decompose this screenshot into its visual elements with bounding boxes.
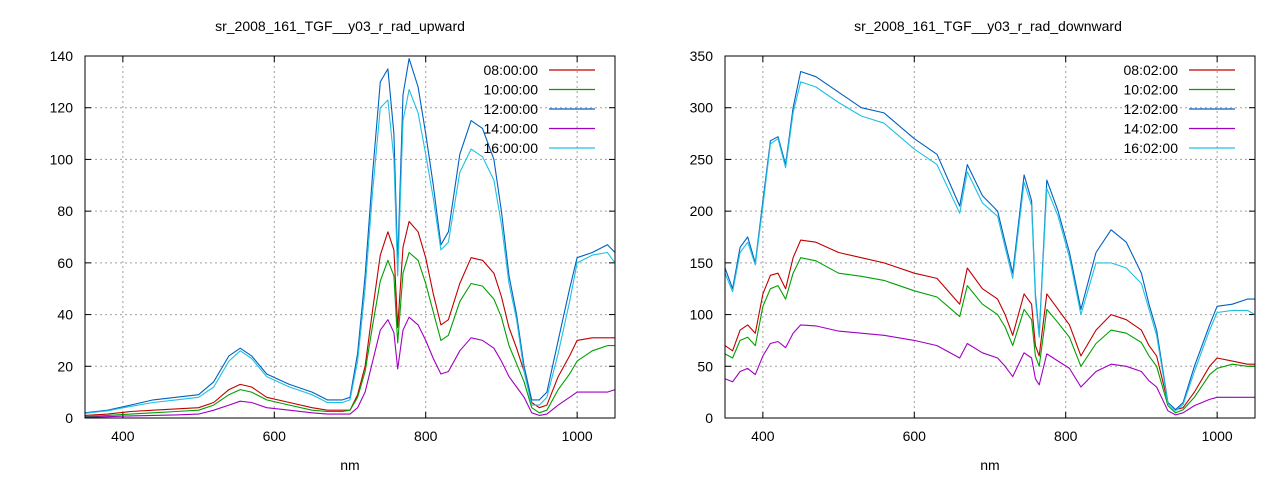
series-line-3 [724, 70, 1255, 411]
legend-label: 08:00:00 [484, 62, 539, 78]
y-tick-label: 0 [705, 410, 713, 426]
legend-label: 12:02:00 [1124, 101, 1179, 117]
legend-label: 14:02:00 [1124, 121, 1179, 137]
series-line-2 [724, 257, 1255, 414]
series-line-1 [84, 220, 615, 416]
x-tick-label: 400 [751, 428, 775, 444]
y-tick-label: 0 [65, 410, 73, 426]
series-line-4 [84, 316, 616, 418]
y-tick-label: 50 [697, 358, 713, 374]
plot-frame [724, 55, 1256, 419]
series-line-2 [84, 251, 615, 418]
series-line-4 [724, 324, 1255, 416]
x-tick-label: 1000 [1202, 428, 1233, 444]
x-axis-label: nm [980, 457, 999, 473]
y-tick-label: 200 [690, 203, 714, 219]
x-axis-label: nm [340, 457, 359, 473]
legend-label: 10:00:00 [484, 82, 539, 98]
x-tick-label: 600 [263, 428, 287, 444]
series-line-3 [84, 58, 616, 414]
y-tick-label: 350 [690, 48, 714, 64]
x-tick-label: 800 [1054, 428, 1078, 444]
y-tick-label: 300 [690, 100, 714, 116]
chart-title: sr_2008_161_TGF__y03_r_rad_upward [215, 18, 465, 34]
x-tick-label: 600 [903, 428, 927, 444]
plot-frame [84, 55, 616, 419]
chart-title: sr_2008_161_TGF__y03_r_rad_downward [854, 18, 1122, 34]
y-tick-label: 80 [57, 203, 73, 219]
y-tick-label: 100 [690, 307, 714, 323]
legend-label: 10:02:00 [1124, 82, 1179, 98]
series-line-5 [84, 89, 616, 414]
y-tick-label: 100 [50, 151, 74, 167]
legend-label: 16:00:00 [484, 140, 539, 156]
chart-panel-2: sr_2008_161_TGF__y03_r_rad_downward 0 50 10… [690, 18, 1256, 473]
legend-label: 16:02:00 [1124, 140, 1179, 156]
legend-label: 12:00:00 [484, 101, 539, 117]
y-tick-label: 140 [50, 48, 74, 64]
x-tick-label: 800 [414, 428, 438, 444]
legend-label: 14:00:00 [484, 121, 539, 137]
x-tick-label: 1000 [562, 428, 593, 444]
y-tick-label: 150 [690, 255, 714, 271]
y-tick-label: 40 [57, 307, 73, 323]
series-line-5 [724, 81, 1256, 412]
y-tick-label: 20 [57, 358, 73, 374]
legend-label: 08:02:00 [1124, 62, 1179, 78]
y-tick-label: 250 [690, 151, 714, 167]
y-tick-label: 120 [50, 100, 74, 116]
chart-panel-1: sr_2008_161_TGF__y03_r_rad_upward 0 20 40 60… [50, 18, 616, 473]
y-tick-label: 60 [57, 255, 73, 271]
x-tick-label: 400 [111, 428, 135, 444]
